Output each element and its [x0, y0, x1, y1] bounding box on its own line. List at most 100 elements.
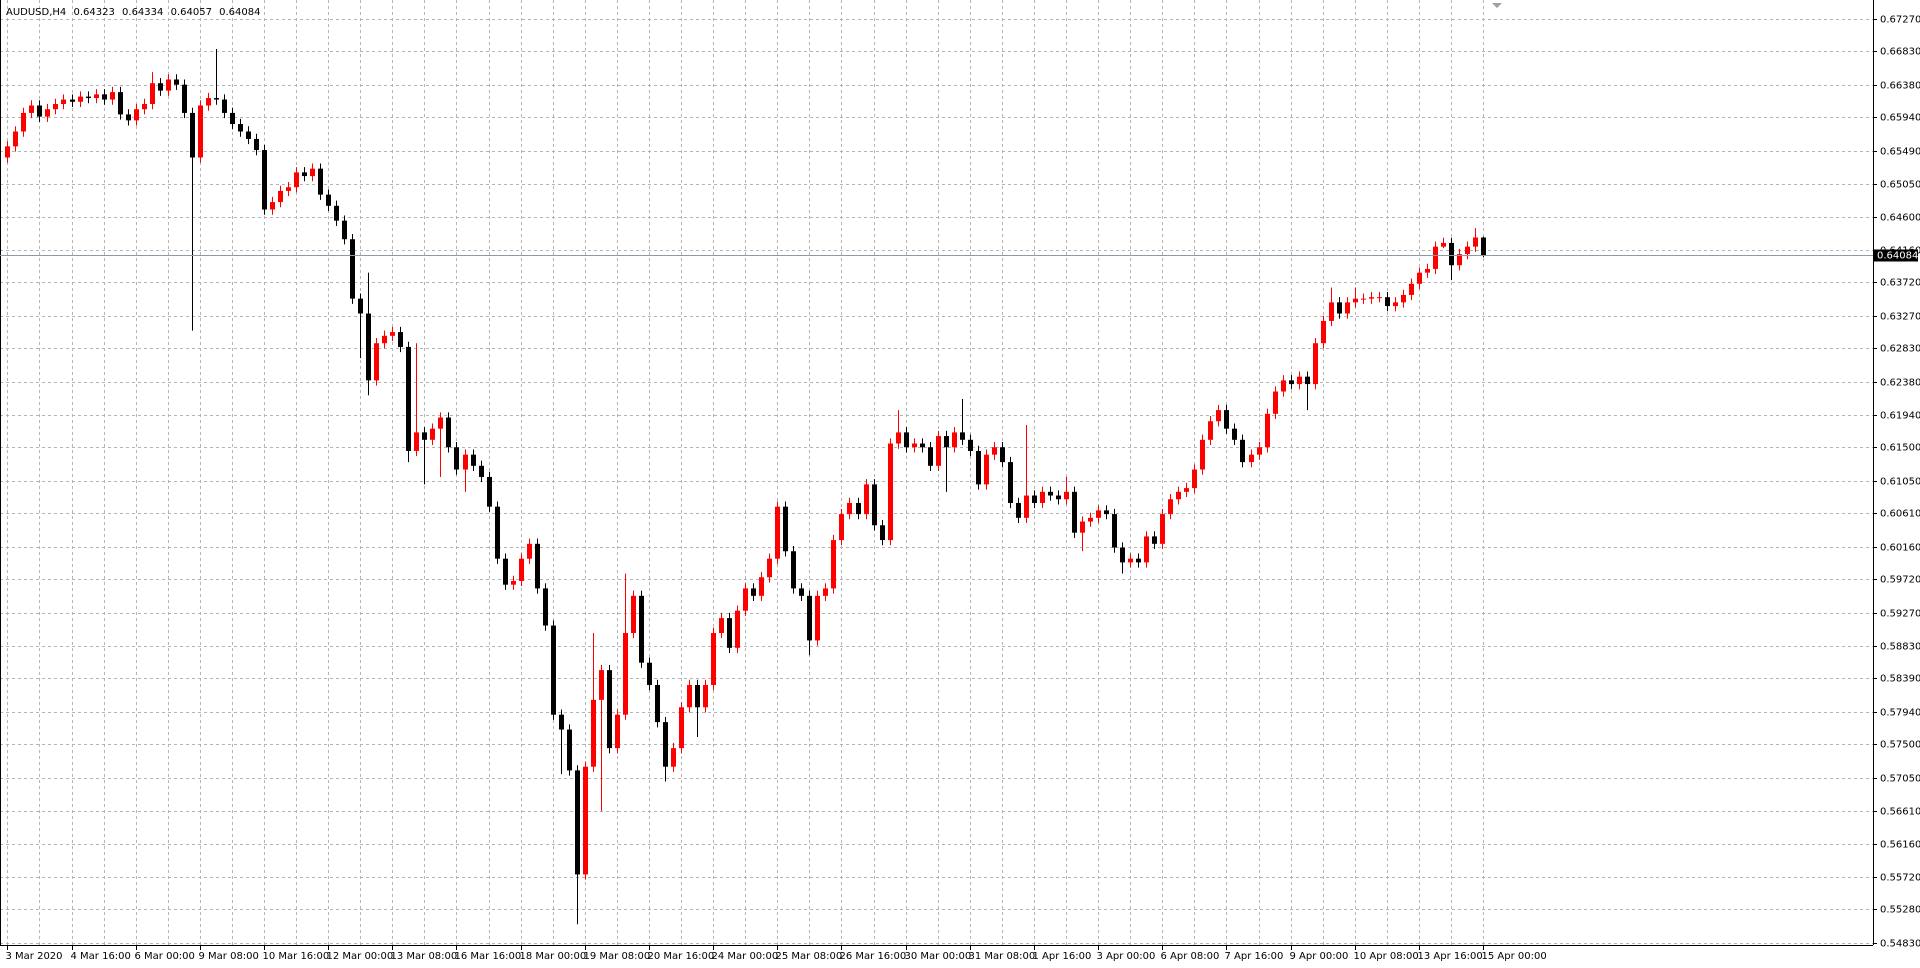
candle-body	[1385, 297, 1390, 307]
candle-body	[37, 105, 42, 117]
candle-body	[1257, 447, 1262, 455]
candle-body	[29, 105, 34, 113]
candle-body	[743, 588, 748, 611]
candle-body	[302, 172, 307, 177]
candle-body	[711, 632, 716, 685]
x-tick-label: 9 Apr 00:00	[1290, 951, 1349, 962]
candle-body	[70, 99, 75, 102]
candle-body	[134, 109, 139, 121]
candle-body	[976, 450, 981, 485]
candle-body	[126, 114, 131, 121]
candle-body	[1305, 376, 1310, 385]
candle-body	[751, 588, 756, 596]
candle-body	[374, 343, 379, 381]
candle-body	[519, 558, 524, 581]
candle-body	[1481, 237, 1486, 256]
candle-body	[831, 540, 836, 589]
x-tick-label: 9 Mar 08:00	[199, 951, 259, 962]
candle-body	[631, 595, 636, 633]
candle-body	[1216, 410, 1221, 422]
candle-body	[1056, 495, 1061, 500]
y-tick-label: 0.61940	[1880, 411, 1920, 422]
candle-body	[430, 428, 435, 440]
candle-body	[527, 543, 532, 559]
candle-body	[94, 94, 99, 99]
candle-body	[679, 707, 684, 749]
candle-body	[1273, 391, 1278, 414]
y-tick-label: 0.59270	[1880, 609, 1920, 620]
candle-body	[599, 670, 604, 700]
candle-body	[1040, 491, 1045, 503]
candle-body	[1032, 495, 1037, 503]
candle-body	[1176, 491, 1181, 500]
candle-body	[262, 150, 267, 210]
candle-body	[1000, 447, 1005, 463]
candle-body	[1224, 410, 1229, 429]
candle-body	[759, 577, 764, 596]
candle-body	[1072, 491, 1077, 533]
candle-body	[623, 632, 628, 715]
candle-body	[1120, 547, 1125, 563]
candle-body	[110, 92, 115, 100]
x-tick-label: 1 Apr 16:00	[1033, 951, 1092, 962]
candle-body	[767, 558, 772, 578]
candle-body	[799, 588, 804, 596]
candle-body	[166, 79, 171, 91]
x-tick-label: 7 Apr 16:00	[1225, 951, 1284, 962]
candle-body	[856, 502, 861, 515]
candle-body	[1281, 380, 1286, 392]
candle-body	[952, 432, 957, 448]
candle-body	[1265, 413, 1270, 448]
x-tick-label: 16 Mar 16:00	[455, 951, 522, 962]
candle-body	[1208, 421, 1213, 440]
candle-body	[1313, 343, 1318, 385]
candle-body	[254, 138, 259, 151]
x-tick-label: 18 Mar 00:00	[520, 951, 587, 962]
candle-body	[158, 83, 163, 91]
x-tick-label: 6 Apr 08:00	[1161, 951, 1220, 962]
candle-body	[647, 662, 652, 685]
candle-body	[839, 514, 844, 541]
candle-body	[1465, 246, 1470, 255]
candle-body	[663, 722, 668, 767]
x-tick-label: 10 Apr 08:00	[1354, 951, 1419, 962]
y-tick-label: 0.58390	[1880, 674, 1920, 685]
y-tick-label: 0.66380	[1880, 81, 1920, 92]
candle-body	[1152, 536, 1157, 544]
candle-body	[695, 684, 700, 708]
candle-body	[1104, 510, 1109, 515]
y-tick-label: 0.65940	[1880, 113, 1920, 124]
candle-body	[214, 98, 219, 100]
candle-body	[230, 112, 235, 125]
candle-body	[270, 202, 275, 210]
candle-body	[334, 205, 339, 221]
y-tick-label: 0.65050	[1880, 180, 1920, 191]
y-tick-label: 0.60160	[1880, 543, 1920, 554]
candle-body	[118, 92, 123, 115]
candle-body	[535, 543, 540, 589]
candle-body	[1417, 272, 1422, 284]
y-tick-label: 0.57940	[1880, 708, 1920, 719]
candle-body	[992, 447, 997, 455]
candle-body	[823, 588, 828, 596]
candle-body	[398, 332, 403, 347]
candle-body	[1088, 517, 1093, 522]
y-tick-label: 0.59720	[1880, 575, 1920, 586]
x-tick-label: 20 Mar 16:00	[648, 951, 715, 962]
candle-body	[5, 146, 10, 158]
candle-body	[1192, 469, 1197, 489]
candle-body	[1128, 558, 1133, 563]
candle-body	[1249, 454, 1254, 463]
candle-body	[238, 124, 243, 132]
symbol: AUDUSD,H4	[6, 7, 66, 18]
candle-body	[847, 502, 852, 515]
candle-body	[960, 432, 965, 440]
candle-body	[984, 454, 989, 485]
y-tick-label: 0.62380	[1880, 378, 1920, 389]
candle-body	[471, 454, 476, 466]
y-tick-label: 0.64600	[1880, 213, 1920, 224]
x-tick-label: 3 Mar 2020	[6, 951, 63, 962]
y-tick-label: 0.57050	[1880, 774, 1920, 785]
candle-body	[904, 432, 909, 448]
